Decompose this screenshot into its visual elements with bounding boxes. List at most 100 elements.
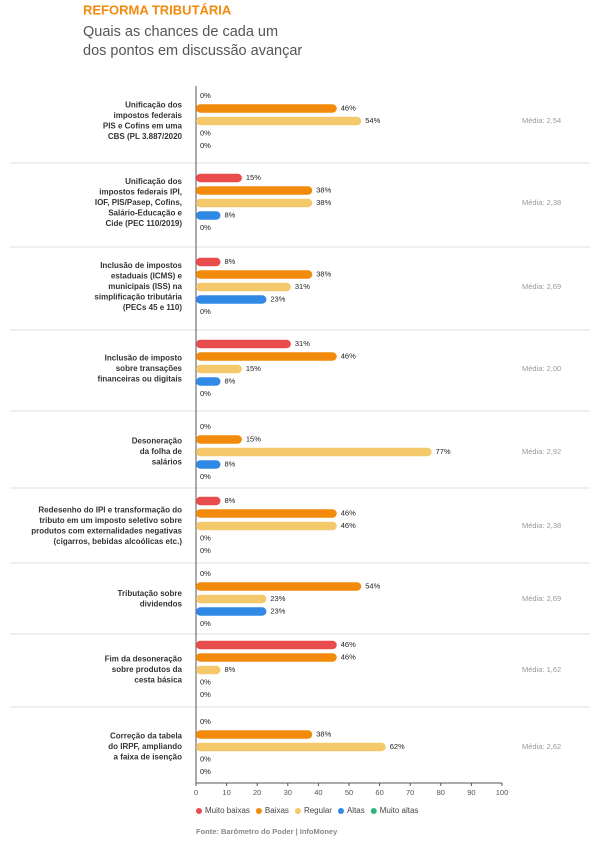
value-label: 0% (200, 754, 211, 763)
category-label: Correção da tabela (110, 732, 183, 741)
category-label: impostos federais IPI, (99, 188, 182, 197)
bar (196, 460, 221, 469)
bar (196, 435, 242, 444)
value-label: 23% (270, 294, 285, 303)
bar (196, 211, 221, 220)
bar (196, 186, 313, 195)
value-label: 0% (200, 141, 211, 150)
value-label: 8% (224, 210, 235, 219)
average-label: Média: 1,62 (522, 665, 561, 674)
legend-label: Baixas (265, 806, 289, 815)
x-tick-label: 70 (406, 788, 414, 797)
legend-label: Muito altas (380, 806, 419, 815)
average-label: Média: 2,00 (522, 364, 561, 373)
bar (196, 653, 337, 662)
bar (196, 116, 362, 126)
value-label: 38% (316, 198, 331, 207)
bar (196, 447, 432, 457)
value-label: 8% (224, 496, 235, 505)
category-label: Tributação sobre (118, 589, 183, 598)
bar (196, 377, 221, 386)
value-label: 0% (200, 223, 211, 232)
average-label: Média: 2,38 (522, 521, 561, 530)
bar (196, 594, 267, 604)
bar (196, 730, 313, 739)
x-tick-label: 40 (314, 788, 322, 797)
value-label: 31% (295, 339, 310, 348)
value-label: 46% (341, 103, 356, 112)
value-label: 23% (270, 606, 285, 615)
legend-label: Regular (304, 806, 332, 815)
category-label: CBS (PL 3.887/2020 (108, 132, 183, 141)
value-label: 0% (200, 389, 211, 398)
bar (196, 270, 313, 279)
value-label: 0% (200, 472, 211, 481)
value-label: 8% (224, 257, 235, 266)
category-label: sobre transações (116, 364, 183, 373)
legend-label: Altas (347, 806, 365, 815)
average-label: Média: 2,69 (522, 282, 561, 291)
average-label: Média: 2,38 (522, 198, 561, 207)
category-label: Redesenho do IPI e transformação do (38, 505, 182, 514)
bar (196, 665, 221, 675)
category-label: da folha de (140, 447, 183, 456)
category-label: Unificação dos (125, 177, 182, 186)
value-label: 8% (224, 665, 235, 674)
average-label: Média: 2,69 (522, 594, 561, 603)
legend-marker (370, 808, 377, 814)
category-label: impostos federais (114, 111, 183, 120)
bar (196, 104, 337, 113)
value-label: 8% (224, 459, 235, 468)
value-label: 38% (316, 269, 331, 278)
category-label: estaduais (ICMS) e (111, 272, 183, 281)
value-label: 62% (390, 742, 405, 751)
bar (196, 198, 313, 208)
value-label: 31% (295, 282, 310, 291)
x-tick-label: 20 (253, 788, 261, 797)
category-label: (cigarros, bebidas alcoólicas etc.) (54, 537, 183, 546)
x-tick-label: 100 (496, 788, 509, 797)
category-label: (PECs 45 e 110) (123, 303, 182, 312)
value-label: 0% (200, 307, 211, 316)
value-label: 0% (200, 128, 211, 137)
bar (196, 339, 291, 349)
value-label: 0% (200, 533, 211, 542)
x-tick-label: 80 (437, 788, 445, 797)
bar (196, 173, 242, 183)
category-label: IOF, PIS/Pasep, Cofins, (95, 198, 182, 207)
category-label: Fim da desoneração (105, 655, 182, 664)
category-label: sobre produtos da (112, 665, 183, 674)
x-tick-label: 10 (222, 788, 230, 797)
category-label: financeiras ou digitais (98, 375, 183, 384)
bar (196, 640, 337, 650)
value-label: 46% (341, 351, 356, 360)
value-label: 38% (316, 729, 331, 738)
category-label: Salário-Educação e (108, 209, 182, 218)
category-label: tributo em um imposto seletivo sobre (39, 516, 182, 525)
value-label: 46% (341, 521, 356, 530)
legend-marker (337, 808, 344, 814)
bar (196, 257, 221, 267)
category-label: Cide (PEC 110/2019) (106, 219, 183, 228)
category-label: a faixa de isenção (114, 753, 183, 762)
x-tick-label: 30 (284, 788, 292, 797)
bar (196, 352, 337, 361)
legend-label: Muito baixas (205, 806, 250, 815)
value-label: 0% (200, 717, 211, 726)
value-label: 38% (316, 185, 331, 194)
category-label: salários (152, 458, 183, 467)
category-label: Inclusão de imposto (105, 354, 182, 363)
average-label: Média: 2,92 (522, 447, 561, 456)
bar (196, 509, 337, 518)
value-label: 0% (200, 690, 211, 699)
value-label: 23% (270, 594, 285, 603)
legend-marker (255, 808, 262, 814)
legend-marker (294, 808, 301, 814)
average-label: Média: 2,62 (522, 742, 561, 751)
value-label: 54% (365, 116, 380, 125)
category-label: municipais (ISS) na (108, 282, 182, 291)
bar (196, 521, 337, 531)
value-label: 15% (246, 364, 261, 373)
kicker: REFORMA TRIBUTÁRIA (83, 2, 232, 17)
